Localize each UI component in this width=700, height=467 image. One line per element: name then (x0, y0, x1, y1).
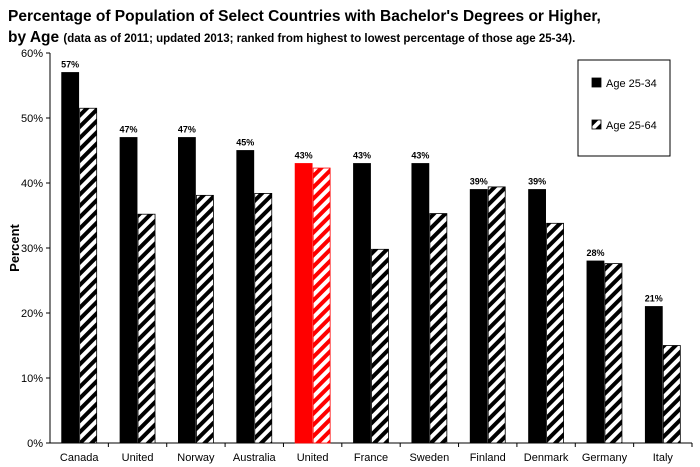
legend-swatch-solid (591, 77, 602, 88)
bar-age-25-64 (487, 186, 506, 444)
data-label: 39% (528, 177, 546, 187)
legend-swatch-hatched (591, 119, 602, 130)
data-label: 28% (586, 248, 604, 258)
legend-box (577, 59, 671, 157)
x-category-label: United (297, 452, 329, 464)
x-category-label: Finland (470, 452, 506, 464)
chart-title-line2: by Age (data as of 2011; updated 2013; r… (8, 27, 698, 50)
y-tick-label: 10% (21, 373, 43, 385)
bar-age-25-64 (196, 194, 214, 444)
data-label: 45% (236, 138, 254, 148)
data-label: 43% (411, 151, 429, 161)
bar-age-25-64 (79, 107, 98, 444)
bar-age-25-64 (254, 192, 273, 444)
bar-age-25-34 (644, 306, 663, 444)
bar-age-25-34 (411, 163, 430, 444)
data-label: 57% (61, 60, 79, 70)
bars (61, 72, 681, 444)
x-category-label: Canada (60, 452, 99, 464)
legend-label-age-25-64: Age 25-64 (606, 120, 657, 132)
data-label: 43% (353, 151, 371, 161)
bar-age-25-64 (312, 167, 331, 444)
bar-age-25-34 (236, 150, 255, 444)
bar-age-25-64 (546, 222, 564, 444)
y-tick-label: 20% (21, 308, 43, 320)
data-label: 47% (178, 125, 196, 135)
bar-age-25-34 (586, 260, 605, 444)
bar-age-25-34 (528, 189, 546, 444)
data-label: 21% (645, 294, 663, 304)
axes: 0% 10% 20% 30% 40% 50% 60% Percent (7, 48, 693, 450)
x-category-label: France (354, 452, 388, 464)
bar-age-25-34 (469, 189, 488, 444)
data-label: 43% (295, 151, 313, 161)
chart-title-line1: Percentage of Population of Select Count… (8, 8, 601, 25)
x-category-label: Australia (233, 452, 277, 464)
bar-age-25-64 (662, 345, 681, 444)
bar-age-25-64 (371, 248, 389, 444)
bar-age-25-34 (178, 137, 196, 444)
labels: 57% Canada 47% United 47% Norway 45% Australia 4… (60, 60, 673, 465)
x-category-label: United (122, 452, 154, 464)
y-tick-label: 40% (21, 178, 43, 190)
x-category-label: Italy (653, 452, 674, 464)
y-tick-label: 30% (21, 243, 43, 255)
bar-age-25-64 (137, 213, 156, 444)
legend-label-age-25-34: Age 25-34 (606, 78, 657, 90)
data-label: 39% (470, 177, 488, 187)
bar-age-25-34 (119, 137, 138, 444)
x-category-label: Denmark (524, 452, 569, 464)
bar-age-25-34 (353, 163, 371, 444)
chart-title: Percentage of Population of Select Count… (8, 6, 698, 50)
y-tick-label: 50% (21, 113, 43, 125)
x-category-label: Sweden (409, 452, 449, 464)
bar-age-25-34 (61, 72, 80, 444)
y-tick-label: 0% (27, 438, 43, 450)
bar-age-25-34 (294, 163, 313, 444)
bar-age-25-64 (429, 213, 448, 444)
y-tick-label: 60% (21, 48, 43, 60)
chart-title-note: (data as of 2011; updated 2013; ranked f… (63, 33, 576, 45)
data-label: 47% (120, 125, 138, 135)
x-category-label: Norway (177, 452, 215, 464)
chart-title-by-age: by Age (8, 29, 60, 46)
x-category-label: Germany (582, 452, 628, 464)
legend: Age 25-34 Age 25-64 (577, 59, 671, 157)
y-axis-title: Percent (7, 223, 22, 271)
bar-age-25-64 (604, 263, 623, 444)
